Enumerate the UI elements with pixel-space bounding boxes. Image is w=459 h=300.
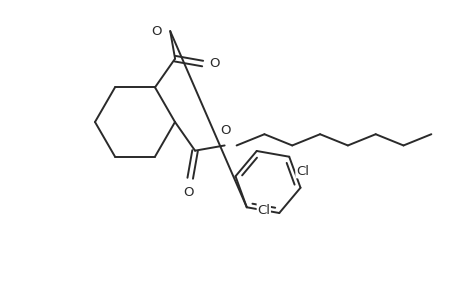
Text: O: O bbox=[183, 186, 193, 199]
Text: O: O bbox=[209, 57, 220, 70]
Text: Cl: Cl bbox=[295, 165, 308, 178]
Text: O: O bbox=[220, 124, 230, 137]
Text: O: O bbox=[151, 25, 162, 38]
Text: Cl: Cl bbox=[257, 203, 270, 217]
